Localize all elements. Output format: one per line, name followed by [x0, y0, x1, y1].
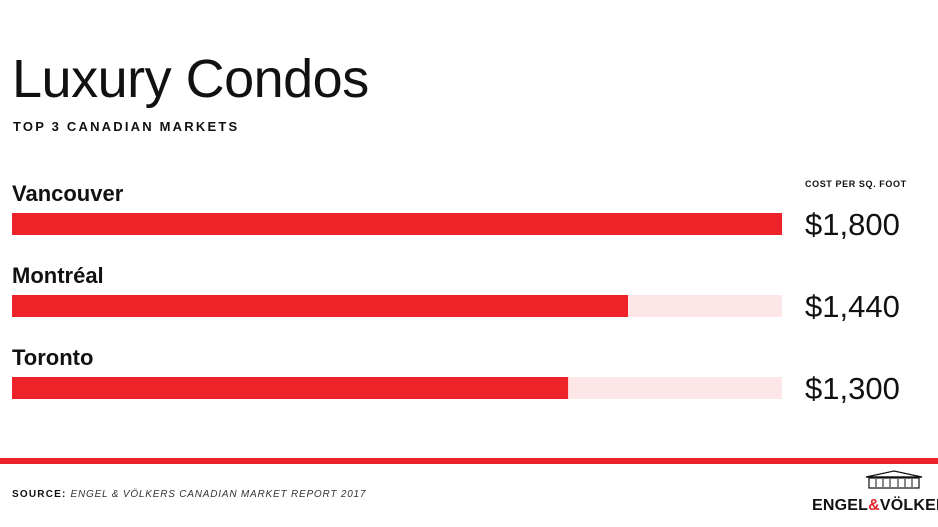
- house-logo-icon: [865, 470, 923, 489]
- bar-chart: Vancouver $1,800 Montréal $1,440 Toronto $1,3…: [12, 181, 900, 406]
- bar: [12, 377, 569, 399]
- category-label: Toronto: [12, 345, 93, 370]
- bar: [12, 295, 628, 317]
- source-note: SOURCE: ENGEL & VÖLKERS CANADIAN MARKET …: [12, 489, 366, 500]
- footer-divider: [0, 458, 938, 464]
- source-text: ENGEL & VÖLKERS CANADIAN MARKET REPORT 2…: [70, 489, 367, 500]
- chart-title: Luxury Condos: [12, 49, 369, 109]
- logo-wordmark: ENGEL&VÖLKERS: [812, 497, 938, 514]
- category-label: Montréal: [12, 263, 104, 288]
- source-label: SOURCE:: [12, 489, 67, 500]
- value-column-header: COST PER SQ. FOOT: [805, 179, 907, 189]
- bar-value-label: $1,300: [805, 371, 900, 406]
- bar-value-label: $1,440: [805, 289, 900, 324]
- bar: [12, 213, 782, 235]
- category-label: Vancouver: [12, 181, 124, 206]
- bar-value-label: $1,800: [805, 207, 900, 242]
- chart-subtitle: TOP 3 CANADIAN MARKETS: [13, 119, 240, 134]
- brand-logo: ENGEL&VÖLKERS: [812, 470, 938, 520]
